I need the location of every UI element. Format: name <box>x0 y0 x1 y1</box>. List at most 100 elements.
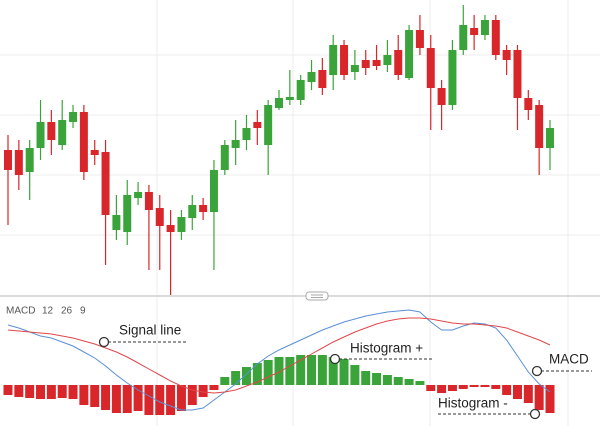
candle-body <box>231 140 240 148</box>
candle-body <box>437 88 446 105</box>
candle-body <box>36 122 45 148</box>
histogram-bar <box>46 385 56 399</box>
histogram-bar <box>274 357 284 385</box>
histogram-bar <box>393 377 403 385</box>
histogram-bar <box>155 385 165 415</box>
histogram-bar <box>447 385 457 391</box>
candle-body <box>209 170 218 212</box>
candle-body <box>47 122 56 140</box>
histogram-bar <box>101 385 111 410</box>
histogram-bar <box>144 385 154 415</box>
candle-body <box>448 50 457 105</box>
indicator-param: 12 <box>42 306 54 317</box>
histogram-bar <box>79 385 89 405</box>
histogram-bar <box>437 385 447 393</box>
histogram-bar <box>36 385 46 399</box>
histogram-bar <box>350 365 360 385</box>
candle-body <box>220 145 229 170</box>
histogram-bar <box>534 385 544 410</box>
annotation: MACD <box>549 352 589 367</box>
histogram-bar <box>382 375 392 385</box>
candle-body <box>25 148 34 172</box>
histogram-bar <box>90 385 100 407</box>
candle-body <box>79 112 88 172</box>
histogram-bar <box>480 385 490 387</box>
candle-body <box>372 60 381 66</box>
histogram-bar <box>176 385 186 411</box>
candle-body <box>4 150 12 170</box>
candle-body <box>491 20 500 55</box>
histogram-bar <box>317 355 327 385</box>
histogram-bar <box>512 385 522 399</box>
histogram-bar <box>339 359 349 385</box>
annotation-marker <box>329 353 341 365</box>
histogram-bar <box>415 381 425 385</box>
histogram-bar <box>166 385 176 415</box>
histogram-bar <box>241 367 251 385</box>
candle-body <box>340 45 349 75</box>
candle-body <box>264 105 273 145</box>
candle-body <box>307 72 316 82</box>
candle-body <box>480 20 489 35</box>
resize-handle[interactable] <box>305 291 329 301</box>
candle-body <box>285 97 294 100</box>
candle-body <box>188 205 197 218</box>
indicator-param: 26 <box>61 306 73 317</box>
candle-body <box>101 152 110 215</box>
candle-body <box>296 80 305 100</box>
candle-body <box>524 98 533 110</box>
candle-body <box>383 55 392 65</box>
candle-body <box>329 45 338 75</box>
histogram-bar <box>328 357 338 385</box>
histogram-bar <box>122 385 132 413</box>
candle-body <box>242 128 251 140</box>
histogram-bar <box>491 385 501 389</box>
candle-body <box>513 50 522 98</box>
histogram-bar <box>231 371 241 385</box>
marks <box>3 5 555 415</box>
histogram-bar <box>68 385 78 399</box>
histogram-bar <box>361 371 371 385</box>
histogram-bar <box>458 385 468 389</box>
annotation-marker <box>531 365 543 377</box>
histogram-bar <box>133 385 143 411</box>
histogram-bar <box>502 385 512 395</box>
candle-body <box>14 150 23 175</box>
histogram-bar <box>220 377 230 385</box>
histogram-bar <box>285 357 295 385</box>
annotation: Histogram - <box>438 396 508 411</box>
candle-body <box>90 150 99 155</box>
candle-body <box>394 50 403 75</box>
annotation-marker <box>529 408 541 420</box>
histogram-bar <box>307 355 317 385</box>
annotations: Signal line Histogram + MACD Histogram - <box>98 323 592 420</box>
candle-body <box>112 215 121 230</box>
candle-body <box>253 122 262 128</box>
candle-body <box>546 128 554 148</box>
histogram-bar <box>25 385 35 398</box>
candle-body <box>426 48 435 88</box>
annotation-marker <box>98 336 110 348</box>
candle-body <box>58 120 67 145</box>
candle-body <box>123 195 132 232</box>
candle-body <box>199 205 208 212</box>
histogram-bar <box>57 385 67 398</box>
histogram-bar <box>3 385 13 395</box>
indicator-label: MACD <box>6 306 35 317</box>
histogram-bar <box>296 355 306 385</box>
histogram-bar <box>426 385 436 391</box>
candle-body <box>405 30 414 78</box>
histogram-bar <box>187 385 197 405</box>
histogram-bar <box>14 385 24 397</box>
annotation: Histogram + <box>350 341 423 356</box>
candle-body <box>166 225 175 232</box>
indicator-param: 9 <box>80 306 86 317</box>
candle-body <box>155 208 164 226</box>
annotation: Signal line <box>119 323 181 338</box>
candle-body <box>318 70 327 88</box>
candle-body <box>134 192 143 198</box>
candle-body <box>361 60 370 68</box>
candle-body <box>69 112 78 122</box>
candle-body <box>470 28 479 35</box>
